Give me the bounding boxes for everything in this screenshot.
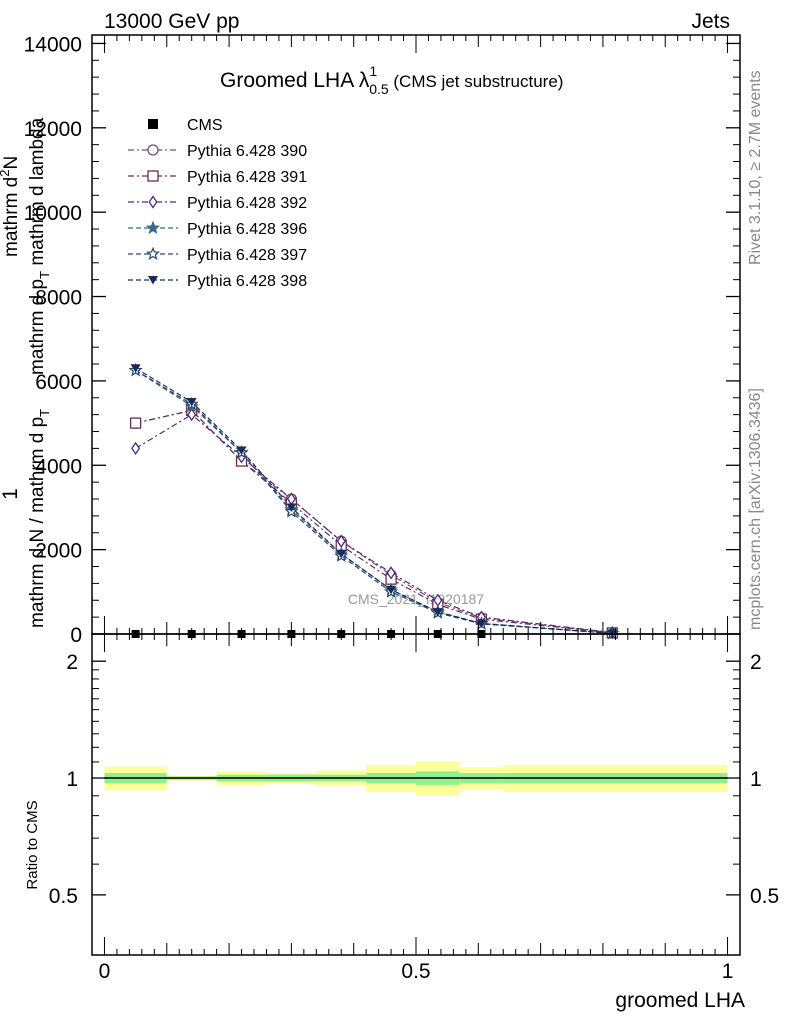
ratio-bands — [104, 761, 728, 796]
ratio-ytick-label-0: 0.5 — [49, 885, 78, 908]
plot-title-superscript: 1 — [369, 63, 377, 79]
plot-title-subscript: 0.5 — [369, 81, 389, 97]
xtick-label-2: 1 — [722, 960, 734, 983]
ratio-ytick-label-1: 1 — [66, 768, 78, 791]
main-ytick-label-7: 14000 — [24, 33, 82, 56]
point-p398-7 — [476, 619, 487, 628]
legend-label-p396: Pythia 6.428 396 — [187, 221, 307, 238]
legend-marker-p392 — [148, 195, 158, 209]
legend-label-p390: Pythia 6.428 390 — [187, 143, 307, 160]
y-label-main: 1 mathrm d N / mathrm d pT mathrm d2N ma… — [0, 117, 52, 628]
main-ytick-label-0: 0 — [70, 624, 82, 647]
main-ytick-label-5: 10000 — [24, 202, 82, 225]
y-label-numerator: mathrm d2N — [0, 156, 22, 257]
header-right: Jets — [691, 10, 730, 33]
point-p398-4 — [336, 549, 347, 559]
point-p392-1 — [187, 407, 197, 422]
legend: CMS Pythia 6.428 390 Pythia 6.428 391 Pythi… — [128, 117, 307, 290]
plot-title: Groomed LHA λ1 0.5 (CMS jet substructure) — [220, 63, 563, 97]
xtick-label-0: 0 — [99, 960, 111, 983]
point-p398-1 — [186, 397, 197, 407]
point-p398-5 — [386, 585, 397, 595]
ratio-ytick-label-2: 2 — [66, 651, 78, 674]
legend-marker-p391 — [147, 170, 159, 182]
watermark: CMS_2021_I1920187 — [348, 591, 484, 607]
legend-marker-p397 — [145, 246, 161, 260]
main-ytick-label-6: 12000 — [24, 118, 82, 141]
main-ytick-label-4: 8000 — [35, 287, 82, 310]
legend-marker-p398 — [148, 276, 158, 285]
plot-title-symbol: λ — [359, 69, 370, 92]
y-label-one: 1 — [0, 488, 22, 500]
point-p398-0 — [130, 364, 141, 373]
y-label-ratio: Ratio to CMS — [24, 800, 41, 889]
series-line-p396 — [135, 369, 613, 634]
main-ytick-label-1: 2000 — [35, 540, 82, 563]
plot-title-main: Groomed LHA — [220, 69, 359, 92]
main-series-markers — [128, 362, 620, 640]
legend-label-p397: Pythia 6.428 397 — [187, 247, 307, 264]
point-p391-0 — [129, 417, 142, 429]
ratio-ytick-label-right-1: 1 — [750, 768, 762, 791]
legend-marker-cms — [148, 119, 158, 129]
header-left: 13000 GeV pp — [104, 10, 239, 33]
ratio-ytick-label-right-0: 0.5 — [750, 885, 779, 908]
legend-marker-p390 — [147, 144, 159, 156]
x-label: groomed LHA — [615, 989, 745, 1012]
main-y-ticks: 0 2000 4000 6000 8000 10000 12000 14000 — [24, 33, 740, 647]
legend-label-p392: Pythia 6.428 392 — [187, 195, 307, 212]
ratio-ytick-label-right-2: 2 — [750, 651, 762, 674]
mcplots-label: mcplots.cern.ch [arXiv:1306.3436] — [747, 388, 764, 630]
point-p398-3 — [286, 503, 297, 512]
point-p392-5 — [386, 566, 396, 580]
legend-marker-p396 — [145, 220, 161, 234]
rivet-label: Rivet 3.1.10, ≥ 2.7M events — [747, 70, 764, 265]
main-ytick-label-2: 4000 — [35, 455, 82, 478]
x-ticks: 0 0.5 1 — [99, 35, 734, 983]
series-line-p397 — [135, 369, 613, 634]
series-line-p398 — [135, 367, 613, 634]
ratio-y-ticks: 0.5 0.5 1 1 2 2 — [49, 651, 779, 908]
point-p392-0 — [131, 441, 141, 456]
xtick-label-1: 0.5 — [401, 960, 430, 983]
y-label-denominator-2: mathrm d pT mathrm d lambda — [27, 117, 52, 375]
y-label-denominator: mathrm d N / mathrm d pT — [27, 409, 52, 628]
legend-label-p391: Pythia 6.428 391 — [187, 169, 307, 186]
legend-label-p398: Pythia 6.428 398 — [187, 273, 307, 290]
main-ytick-label-3: 6000 — [35, 371, 82, 394]
point-p398-2 — [236, 446, 247, 456]
plot-title-suffix: (CMS jet substructure) — [389, 72, 564, 91]
legend-label-cms: CMS — [187, 117, 223, 134]
point-p398-6 — [432, 608, 443, 617]
